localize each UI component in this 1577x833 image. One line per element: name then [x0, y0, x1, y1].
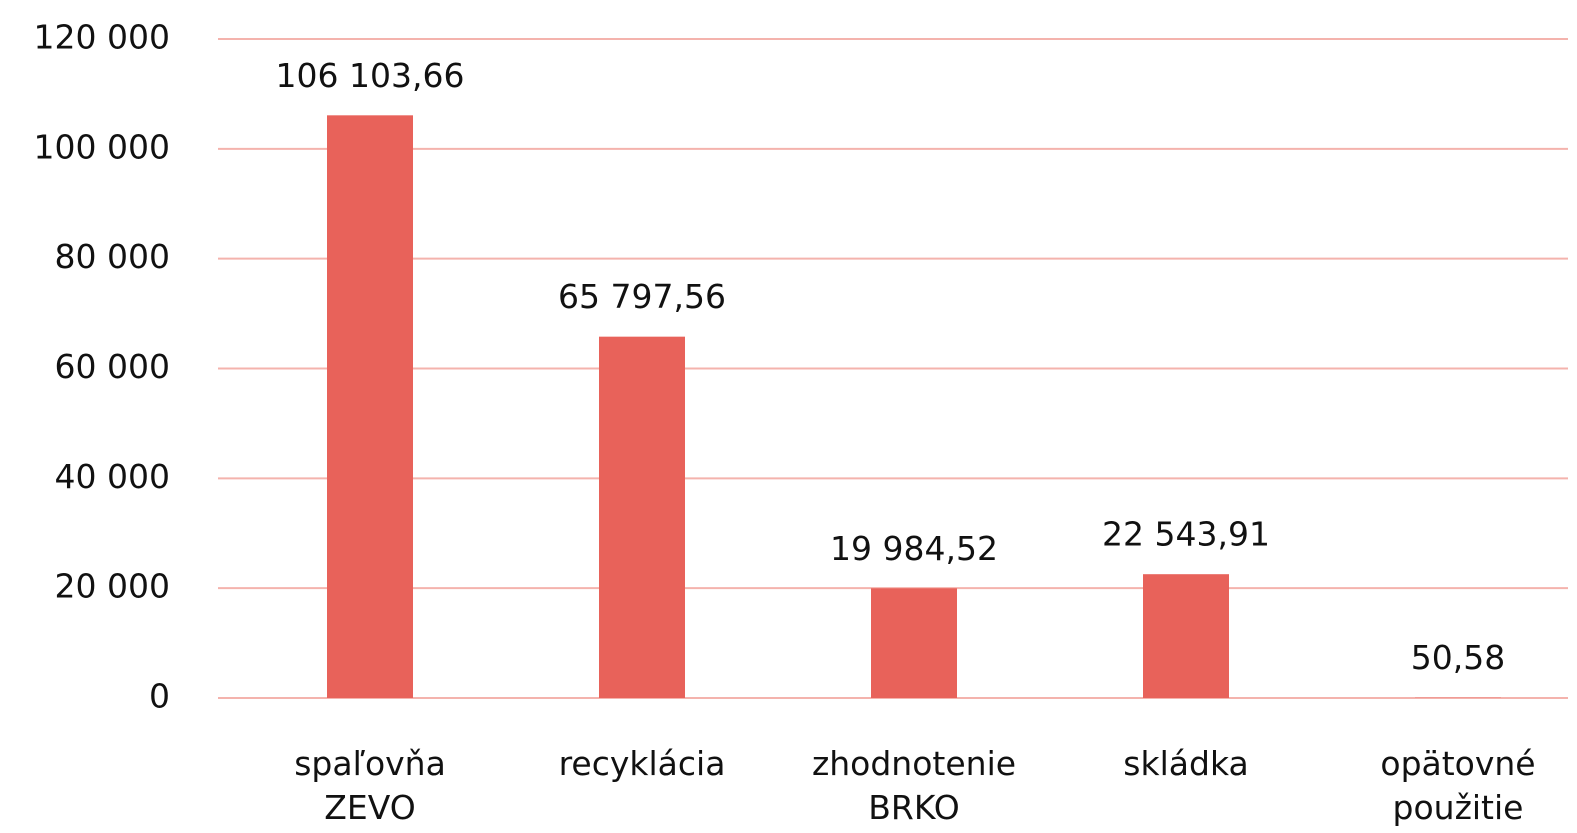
bar	[599, 336, 685, 698]
y-tick-label: 40 000	[55, 457, 170, 496]
bar	[871, 588, 957, 698]
x-tick-label: recyklácia	[558, 744, 726, 783]
y-tick-label: 120 000	[34, 18, 170, 57]
y-tick-label: 60 000	[55, 347, 170, 386]
x-tick-label: zhodnotenie BRKO	[811, 744, 1017, 827]
value-label: 22 543,91	[1102, 515, 1270, 554]
y-tick-label: 0	[149, 677, 170, 716]
x-tick-label: opätovné použitie	[1380, 744, 1536, 827]
value-label: 106 103,66	[276, 56, 465, 95]
y-tick-label: 80 000	[55, 237, 170, 276]
y-tick-label: 20 000	[55, 567, 170, 606]
bar	[1143, 574, 1229, 698]
value-label: 50,58	[1411, 638, 1505, 677]
value-label: 65 797,56	[558, 277, 726, 316]
value-label: 19 984,52	[830, 529, 998, 568]
x-tick-label: spaľovňa ZEVO	[294, 744, 446, 827]
bar	[327, 115, 413, 698]
y-tick-label: 100 000	[34, 127, 170, 166]
x-tick-label: skládka	[1123, 744, 1249, 783]
